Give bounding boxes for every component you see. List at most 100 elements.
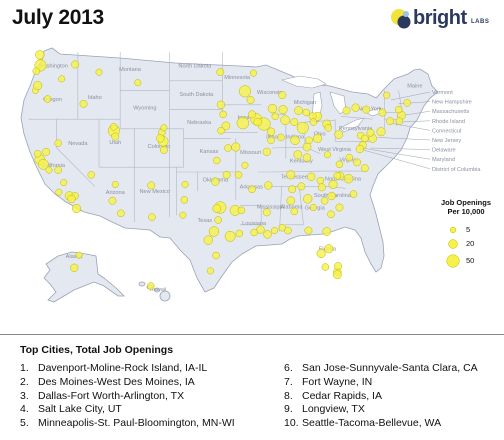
legend-bubble (448, 239, 458, 249)
job-bubble (366, 128, 375, 137)
city-list-item: 7. Fort Wayne, IN (284, 376, 478, 390)
job-bubble (37, 158, 49, 170)
state-label: Texas (197, 218, 212, 224)
city-list-item: 8. Cedar Rapids, IA (284, 390, 478, 404)
callout-label: New Hampshire (432, 100, 472, 106)
top-cities-list-left: 1. Davenport-Moline-Rock Island, IA-IL 2. D… (20, 362, 235, 431)
city-rank: 10. (284, 417, 299, 430)
job-bubble (181, 180, 189, 188)
contiguous-us-shape (20, 47, 439, 293)
job-bubble (248, 185, 256, 194)
job-bubble (317, 183, 326, 192)
state-label: Mississippi (257, 204, 284, 210)
job-bubble (335, 203, 344, 212)
city-list-item: 2. Des Moines-West Des Moines, IA (20, 376, 235, 390)
job-bubble (180, 196, 189, 204)
state-label: North Carolina (325, 177, 362, 183)
state-label: Kansas (200, 149, 219, 155)
job-bubble (212, 204, 222, 213)
state-label: Alaska (66, 254, 84, 260)
job-bubble (395, 117, 404, 125)
job-bubble (290, 118, 299, 127)
job-bubble (231, 142, 241, 152)
job-bubble (267, 136, 275, 145)
state-label: Idaho (88, 95, 102, 101)
job-bubble (264, 181, 273, 190)
city-name: Minneapolis-St. Paul-Bloomington, MN-WI (38, 417, 235, 430)
job-bubble (110, 123, 118, 131)
job-bubble (334, 130, 344, 139)
job-bubble (54, 166, 62, 174)
state-label: South Dakota (179, 92, 214, 98)
job-bubble (54, 139, 62, 147)
job-bubble (334, 262, 342, 271)
job-bubble (302, 108, 311, 117)
callout-line (377, 137, 431, 141)
job-bubble (327, 191, 336, 201)
job-bubble (75, 251, 83, 259)
state-label: Nebraska (187, 120, 212, 126)
job-bubble (262, 147, 271, 156)
job-bubble (333, 172, 342, 180)
job-bubble (353, 158, 361, 167)
job-bubble (320, 197, 329, 205)
job-bubble (263, 230, 272, 239)
job-bubble (290, 207, 299, 216)
job-bubble (280, 115, 290, 125)
job-bubble (355, 144, 365, 154)
logo-sub: LABS (471, 19, 490, 25)
callout-label: Connecticut (432, 128, 462, 134)
job-bubble (309, 204, 317, 212)
city-name: Des Moines-West Des Moines, IA (38, 375, 195, 388)
job-bubble (323, 151, 331, 159)
state-label: Oregon (43, 97, 62, 103)
job-bubble (253, 117, 262, 127)
job-bubble (43, 95, 52, 103)
city-list-item: 5. Minneapolis-St. Paul-Bloomington, MN-W… (20, 417, 235, 431)
job-bubble (286, 170, 296, 180)
job-bubble (343, 174, 354, 184)
job-bubble (307, 172, 316, 181)
job-bubble (95, 68, 103, 76)
state-label: Pennsylvania (339, 126, 373, 132)
job-bubble (321, 263, 330, 271)
job-bubble (271, 227, 279, 235)
legend-bubble (446, 254, 460, 268)
city-list-item: 10. Seattle-Tacoma-Bellevue, WA (284, 417, 478, 431)
legend-title: Job Openings Per 10,000 (436, 198, 496, 216)
job-bubble (335, 160, 344, 169)
job-bubble (222, 170, 231, 179)
state-label: New Mexico (139, 189, 169, 195)
job-bubble (303, 194, 313, 204)
city-name: Seattle-Tacoma-Bellevue, WA (302, 417, 442, 430)
job-bubble (33, 81, 43, 91)
bright-labs-logo: bright LABS (390, 6, 496, 34)
legend-bubble (449, 226, 457, 234)
state-label: Kentucky (290, 158, 313, 164)
city-list-item: 6. San Jose-Sunnyvale-Santa Clara, CA (284, 362, 478, 376)
job-bubble (360, 164, 369, 173)
state-label: Missouri (240, 150, 261, 156)
job-bubble (277, 133, 285, 142)
job-bubble (234, 171, 243, 179)
job-bubble (111, 180, 119, 188)
city-rank: 7. (284, 375, 293, 388)
job-bubble (159, 145, 168, 154)
job-bubble (87, 171, 95, 179)
job-bubble (70, 263, 79, 272)
state-border-line (340, 116, 373, 120)
city-name: Dallas-Fort Worth-Arlington, TX (38, 389, 185, 402)
job-bubble (235, 229, 244, 238)
job-bubble (179, 211, 187, 219)
job-bubble (33, 150, 42, 158)
job-bubble (316, 249, 326, 259)
city-name: Salt Lake City, UT (38, 403, 122, 416)
job-bubble (148, 213, 156, 221)
state-label: Colorado (148, 144, 171, 150)
city-name: Cedar Rapids, IA (302, 389, 382, 402)
city-rank: 4. (20, 403, 29, 416)
city-name: Davenport-Moline-Rock Island, IA-IL (38, 362, 208, 374)
city-rank: 5. (20, 417, 29, 430)
job-bubble (302, 142, 312, 152)
job-bubble (324, 244, 334, 254)
